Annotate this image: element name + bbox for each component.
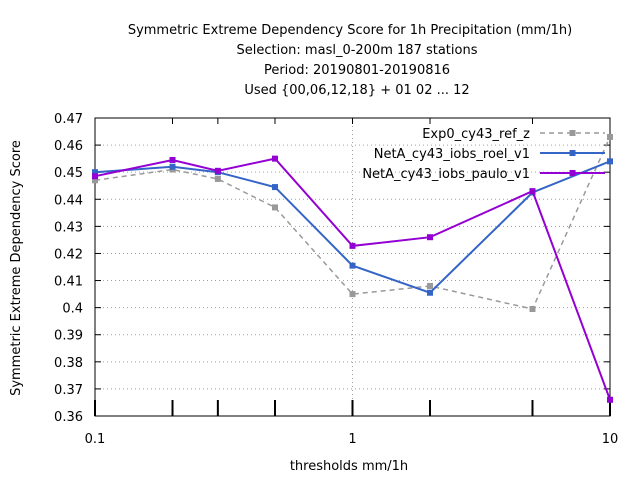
data-point xyxy=(427,289,434,296)
data-point xyxy=(427,234,434,241)
x-tick-label: 0.1 xyxy=(85,432,106,447)
data-point xyxy=(92,177,98,184)
data-point xyxy=(214,175,221,182)
y-tick-label: 0.37 xyxy=(54,383,83,398)
x-axis-label: thresholds mm/1h xyxy=(290,459,408,474)
data-point xyxy=(271,204,278,211)
data-point xyxy=(529,188,536,195)
y-tick-label: 0.44 xyxy=(54,193,83,208)
y-axis-label: Symmetric Extreme Dependency Score xyxy=(9,140,24,396)
title-line-1: Symmetric Extreme Dependency Score for 1… xyxy=(128,23,572,38)
legend-label: NetA_cy43_iobs_roel_v1 xyxy=(374,147,530,162)
y-tick-label: 0.39 xyxy=(54,329,83,344)
y-tick-label: 0.38 xyxy=(54,356,83,371)
title-line-2: Selection: masl_0-200m 187 stations xyxy=(237,43,478,58)
legend-label: Exp0_cy43_ref_z xyxy=(422,127,530,142)
legend-marker xyxy=(569,150,576,156)
x-tick-label: 10 xyxy=(602,432,619,447)
y-tick-label: 0.43 xyxy=(54,220,83,235)
data-point xyxy=(214,167,221,174)
x-axis: 0.1 1 10 xyxy=(85,118,619,447)
chart-title: Symmetric Extreme Dependency Score for 1… xyxy=(128,23,572,98)
legend-label: NetA_cy43_iobs_paulo_v1 xyxy=(362,167,530,182)
y-tick-label: 0.45 xyxy=(54,166,83,181)
x-tick-label: 1 xyxy=(348,432,356,447)
series-3 xyxy=(92,155,613,403)
data-point xyxy=(529,305,536,312)
title-line-4: Used {00,06,12,18} + 01 02 ... 12 xyxy=(244,83,469,98)
data-point xyxy=(607,396,613,403)
y-tick-label: 0.36 xyxy=(54,410,83,425)
y-tick-label: 0.41 xyxy=(54,275,83,290)
data-point xyxy=(271,184,278,191)
series-line xyxy=(94,157,611,401)
data-point xyxy=(169,156,176,163)
y-axis: 0.36 0.37 0.38 0.39 0.4 0.41 0.42 0.43 0.44 0.45 0… xyxy=(54,112,610,425)
y-tick-label: 0.42 xyxy=(54,247,83,262)
data-point xyxy=(271,155,278,162)
series-line xyxy=(94,160,611,294)
data-point xyxy=(607,133,613,140)
legend-marker xyxy=(569,130,576,136)
series-line xyxy=(94,136,611,310)
data-point xyxy=(169,163,176,170)
legend-marker xyxy=(569,170,576,176)
legend: Exp0_cy43_ref_z NetA_cy43_iobs_roel_v1 Net… xyxy=(362,127,605,182)
y-tick-label: 0.46 xyxy=(54,139,83,154)
data-point xyxy=(92,169,98,176)
data-point xyxy=(349,262,356,269)
y-tick-label: 0.4 xyxy=(62,302,83,317)
data-point xyxy=(349,242,356,249)
data-point xyxy=(427,282,434,289)
y-tick-label: 0.47 xyxy=(54,112,83,127)
series-group xyxy=(92,133,613,403)
data-point xyxy=(92,173,98,180)
data-point xyxy=(349,291,356,298)
title-line-3: Period: 20190801-20190816 xyxy=(264,63,450,78)
data-point xyxy=(607,158,613,165)
